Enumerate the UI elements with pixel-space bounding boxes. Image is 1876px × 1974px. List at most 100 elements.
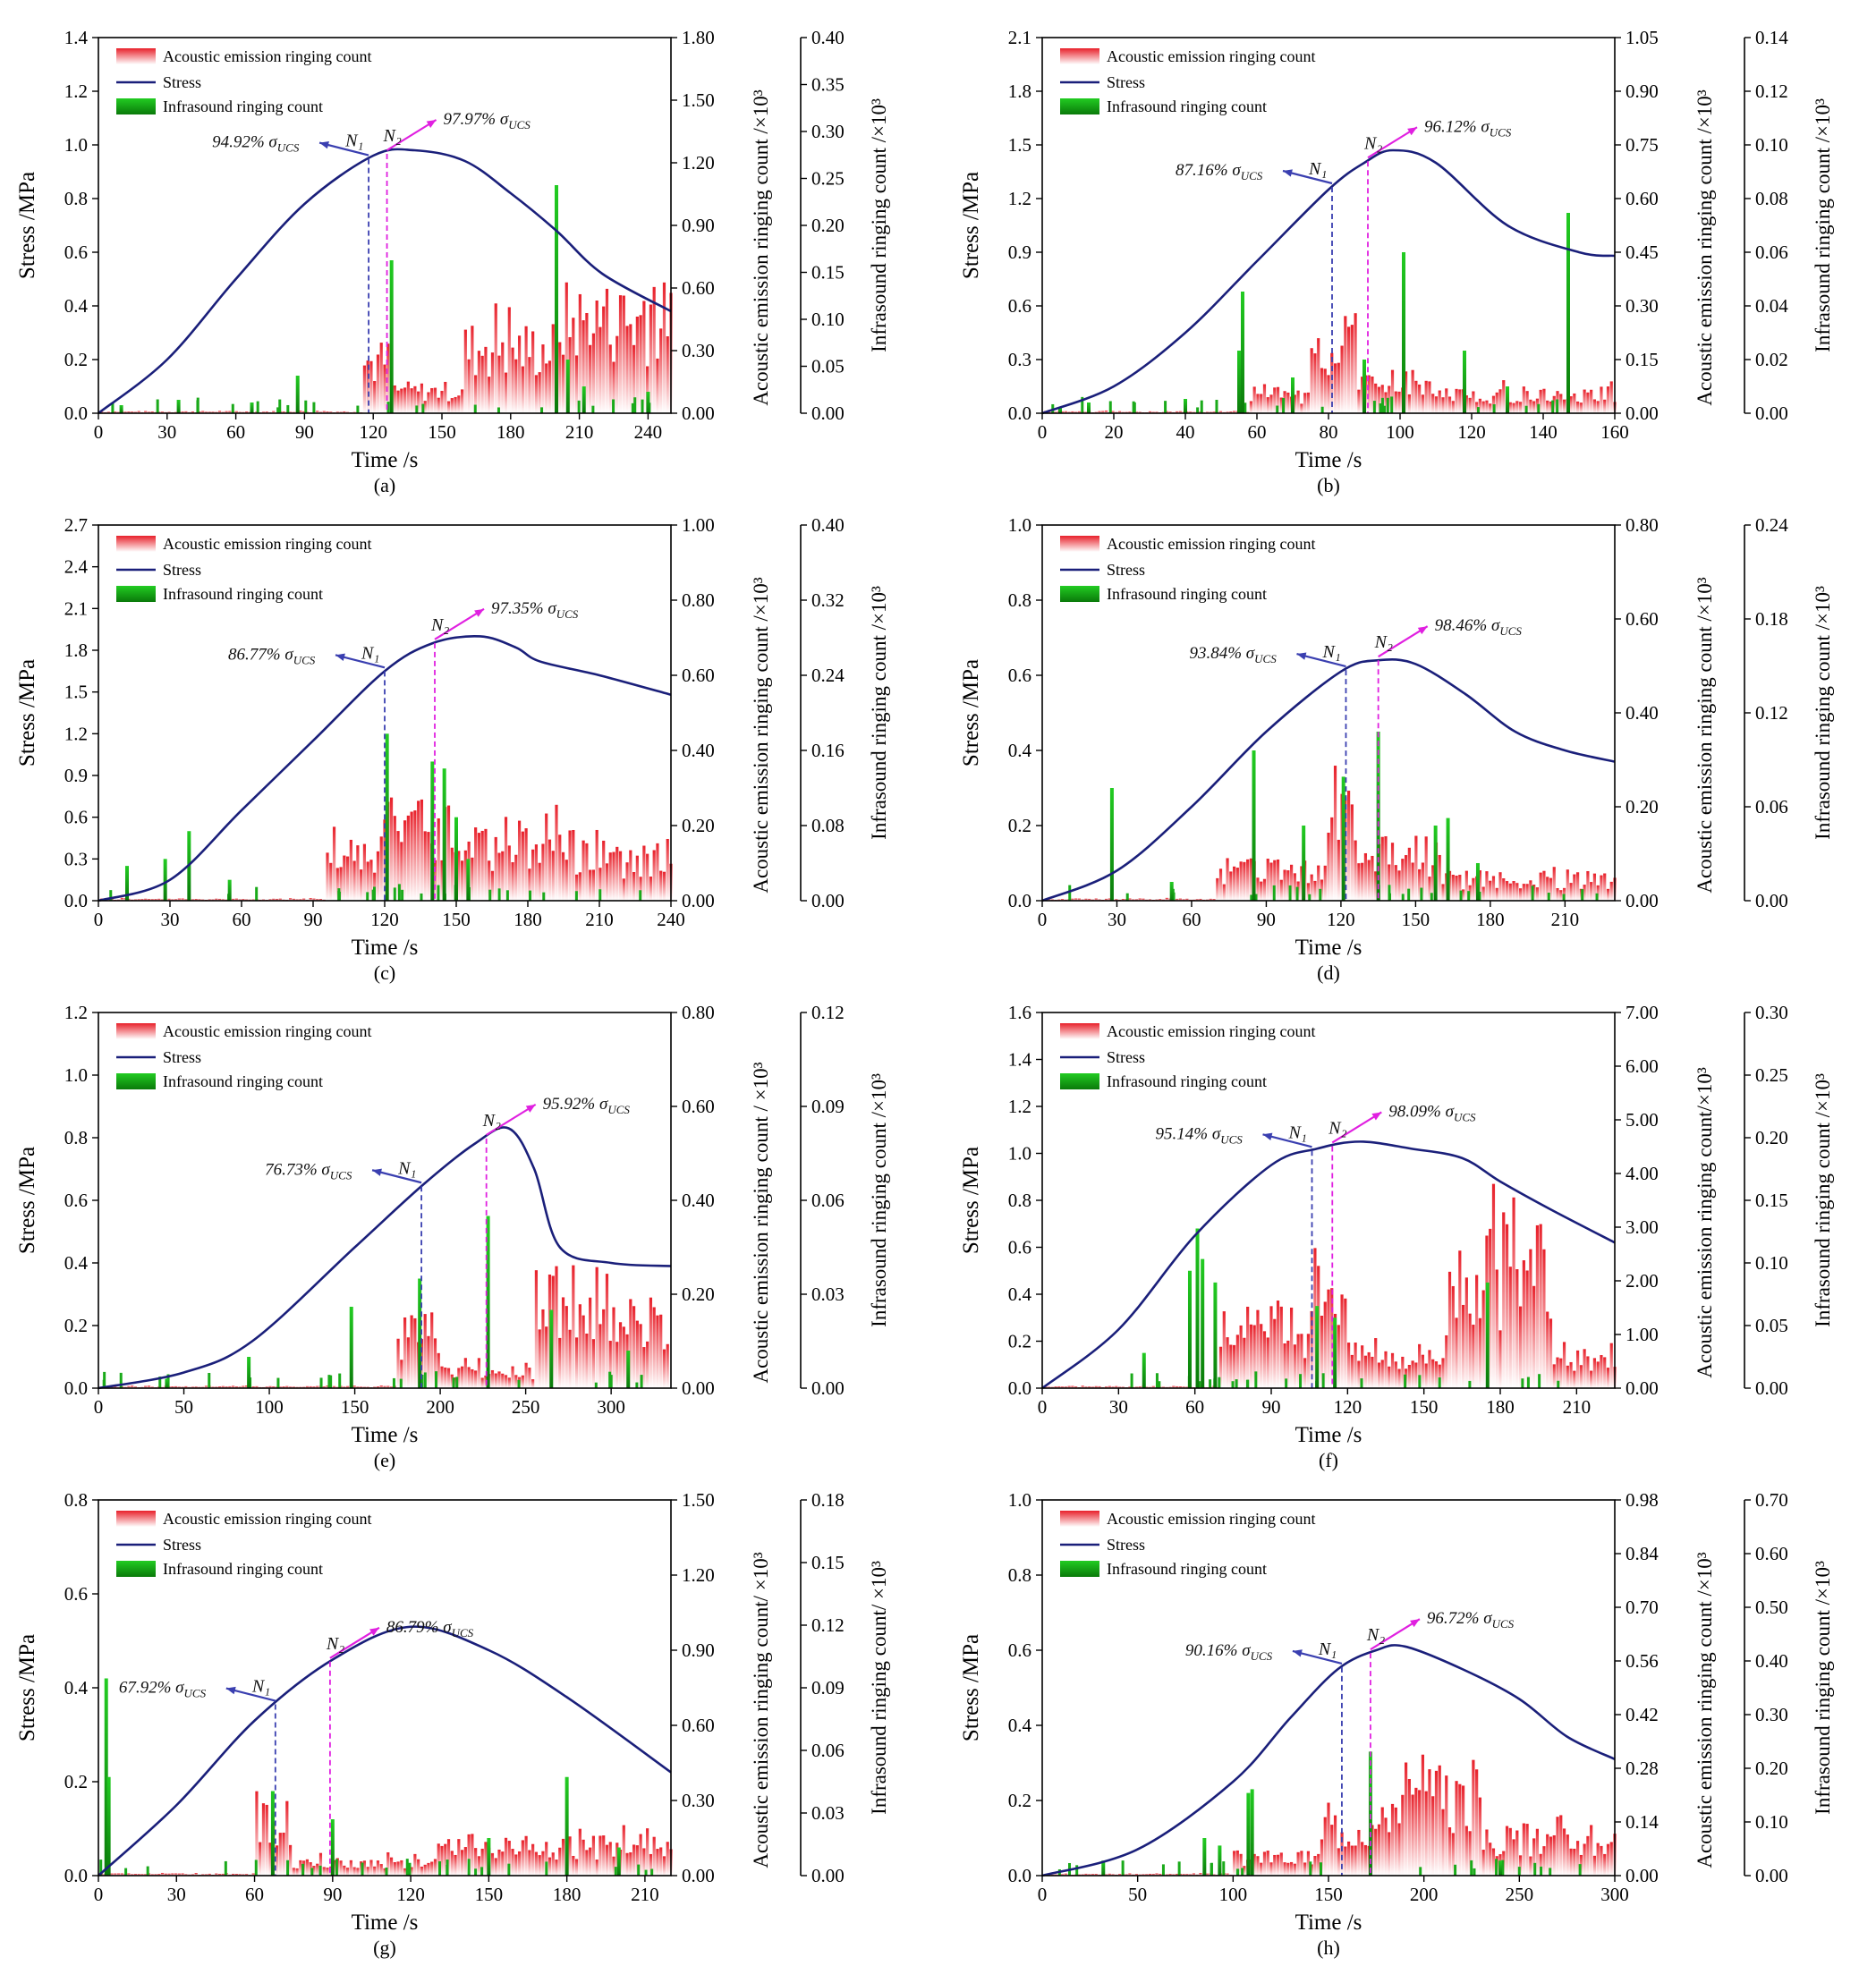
ae-bar [1101,411,1105,413]
ae-bar [538,372,541,413]
infra-bar [1285,1378,1288,1388]
ae-bar [255,1791,259,1876]
ae-bar [1556,1357,1559,1388]
ae-bar [427,392,430,413]
ae-bar [578,293,581,413]
n1-arrowhead [1283,169,1293,177]
ae-bar [564,1306,568,1388]
infra-tick-label: 0.60 [1755,1543,1788,1564]
ae-bar [1279,397,1283,413]
ae-bar [1505,881,1509,901]
ae-bar [1468,1313,1472,1388]
ae-bar [460,389,464,413]
ae-bar [1535,887,1540,901]
ae-bar [1411,369,1414,413]
ae-bar [457,395,461,413]
y-tick-label: 0.0 [1008,890,1031,911]
infra-bar [103,1371,106,1388]
ae-bar [1481,1850,1485,1876]
legend-ae-label: Acoustic emission ringing count [1107,1022,1315,1040]
ae-bar [1354,313,1357,413]
ae-bar [1512,881,1515,901]
ae-bar [1434,1361,1439,1388]
ae-bar [322,411,326,413]
ae-bar [430,1861,434,1876]
y-tick-label: 1.0 [1008,1143,1031,1165]
ae-bar [622,1825,625,1876]
ae-bar [1515,401,1519,413]
ae-bar [430,1312,434,1388]
ae-bar [615,1843,619,1876]
ae-bar [1232,1851,1236,1876]
ae-bar [497,1371,501,1388]
ae-bar [1407,1778,1411,1876]
y-axis-title: Stress /MPa [959,659,983,767]
infra-bar [319,1377,323,1388]
ae-tick-label: 4.00 [1626,1163,1659,1184]
ae-bar [1232,866,1236,901]
ae-bar [629,850,632,901]
infra-bar [598,889,602,901]
infra-bar [1319,1862,1322,1876]
ae-bar [1205,1873,1210,1876]
ae-bar [410,811,413,901]
ae-bar [1603,399,1607,413]
n2-arrow [386,119,437,151]
ae-tick-label: 1.00 [1626,1324,1659,1345]
ae-tick-label: 0.90 [682,1639,715,1661]
ae-bar [379,836,383,901]
ae-bar [463,850,467,901]
n2-percent-label: 96.72% σUCS [1427,1609,1515,1631]
ae-bar [1138,1386,1142,1388]
ae-bar [446,805,451,901]
ae-bar [1458,1783,1462,1876]
infra-bar [437,885,440,901]
ae-bar [585,1333,589,1388]
ae-bar [1094,898,1098,901]
x-tick-label: 120 [1334,1396,1362,1418]
ae-bar [181,1873,184,1876]
ae-bar [589,869,592,901]
y-tick-label: 0.4 [64,295,89,317]
ae-tick-label: 0.30 [682,340,715,361]
infra-bar [1172,892,1176,901]
infra-bar [1430,893,1433,901]
infra-series-a [111,185,651,413]
infra-tick-label: 0.02 [1755,349,1788,370]
ae-bar [1289,1861,1294,1876]
infra-bar [1533,1862,1537,1876]
ae-bar [343,1865,346,1876]
ae-bar [160,411,165,413]
ae-bar [1539,872,1542,901]
infra-tick-label: 0.00 [811,1377,845,1399]
ae-bar [1384,1817,1388,1876]
infra-series-f [1130,1228,1560,1388]
ae-bar [396,831,400,901]
ae-bar [1421,1754,1425,1876]
x-tick-label: 180 [553,1884,581,1905]
ae-tick-label: 0.00 [682,402,715,424]
legend-stress-label: Stress [1107,1536,1145,1554]
infra-tick-label: 0.40 [811,514,845,536]
ae-bar [217,1386,222,1388]
ae-series-f [1044,1183,1617,1388]
ae-bar [1390,1803,1395,1876]
ae-tick-label: 0.42 [1626,1704,1659,1725]
x-tick-label: 30 [167,1884,186,1905]
legend-infra-swatch [116,98,156,114]
infra-tick-label: 0.30 [1755,1704,1788,1725]
n1-arrowhead [225,1686,236,1695]
infra-spike [454,817,458,901]
ae-bar [463,1847,467,1876]
infra-bar [1209,1379,1212,1388]
ae-bar [1478,1797,1482,1876]
infra-bar [119,1372,123,1388]
ae-bar [1340,1832,1344,1876]
y-tick-label: 0.2 [1008,1790,1031,1811]
legend: Acoustic emission ringing countStressInf… [116,535,371,603]
ae-bar [389,1857,394,1876]
ae-bar [514,854,518,901]
infra-tick-label: 0.32 [811,589,845,611]
y-tick-label: 0.3 [64,848,88,869]
ae-bar [1340,1294,1344,1388]
